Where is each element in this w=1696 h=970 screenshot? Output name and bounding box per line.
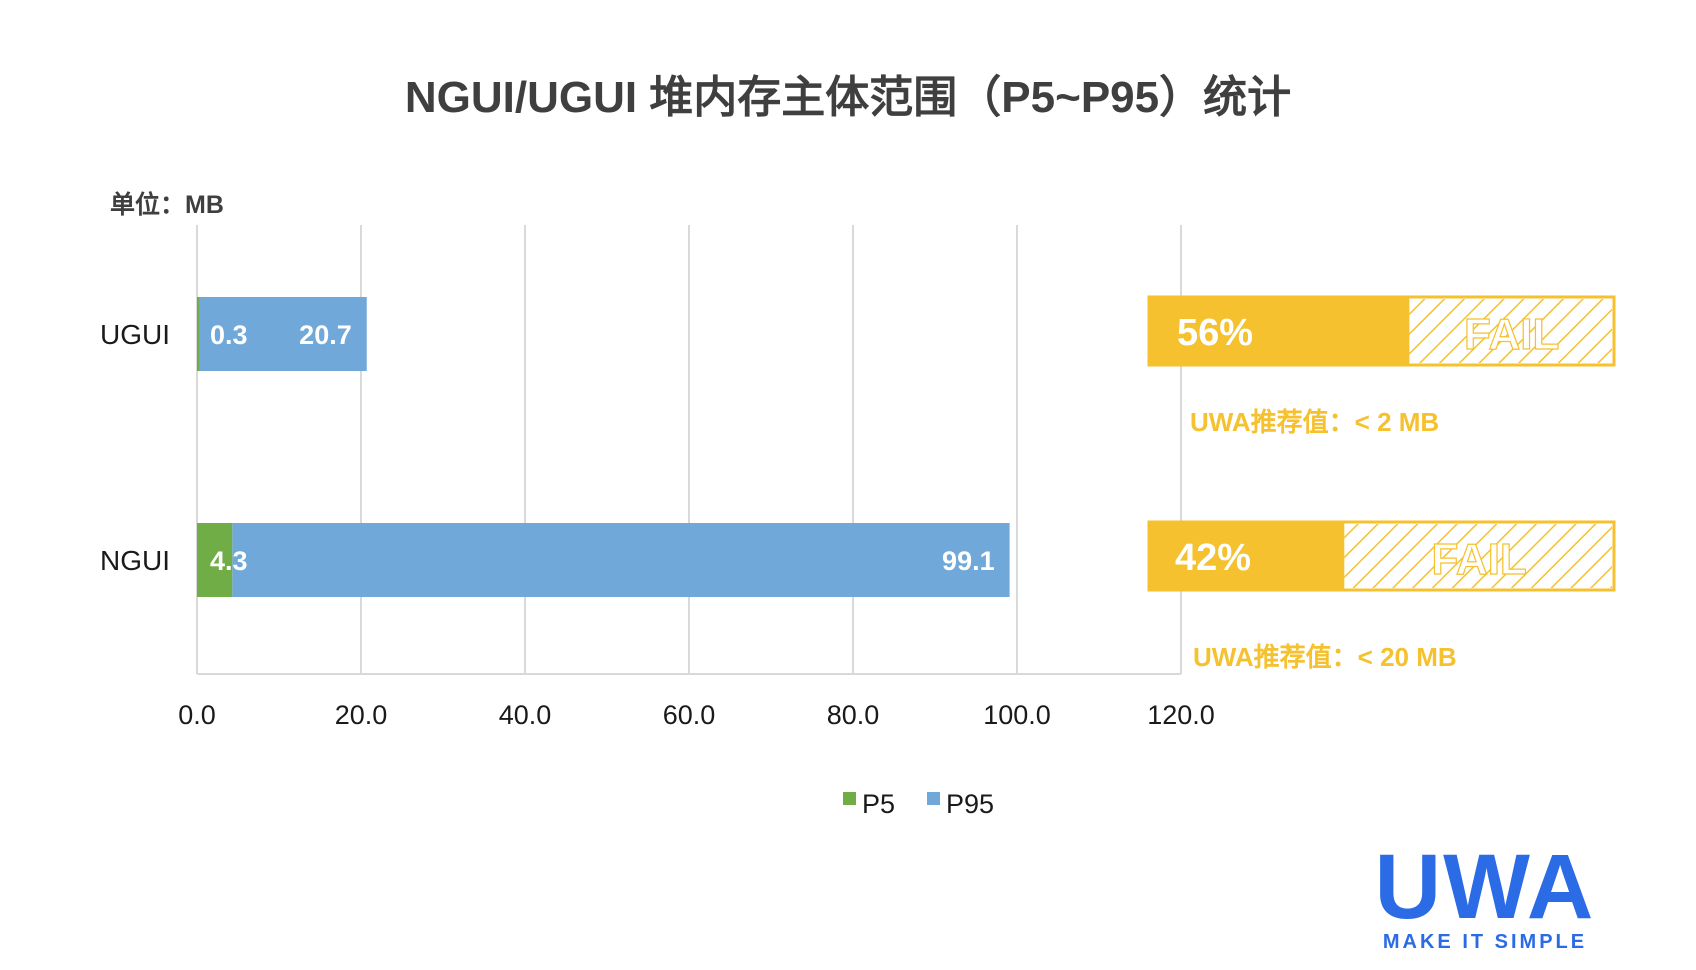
annotation-ugui-status: FAIL	[1464, 310, 1559, 359]
annotation-ngui-status: FAIL	[1431, 535, 1526, 584]
x-tick-label-0: 0.0	[178, 700, 216, 730]
data-label-p5-ngui: 4.3	[210, 546, 248, 576]
annotation-ngui-hatch	[1344, 524, 1612, 588]
annotation-ugui-rate-bar	[1149, 297, 1410, 365]
x-axis: 0.0 20.0 40.0 60.0 80.0 100.0 120.0	[178, 673, 1215, 730]
annotation-ngui-rate: 42%	[1175, 537, 1251, 579]
x-tick-label-4: 80.0	[827, 700, 880, 730]
annotation-ugui-recommendation: UWA推荐值：< 2 MB	[1190, 407, 1439, 437]
bar-p5-ngui	[197, 523, 233, 597]
logo-tagline: MAKE IT SIMPLE	[1383, 931, 1587, 953]
annotation-ngui-rate-bar	[1149, 522, 1345, 590]
x-tick-label-2: 40.0	[499, 700, 552, 730]
uwa-logo: UWA MAKE IT SIMPLE	[1375, 836, 1596, 953]
annotation-ugui: 56% FAIL UWA推荐值：< 2 MB	[1147, 295, 1616, 437]
annotation-ngui-recommendation: UWA推荐值：< 20 MB	[1193, 642, 1457, 672]
x-tick-label-5: 100.0	[983, 700, 1051, 730]
annotation-ugui-rate: 56%	[1177, 312, 1253, 354]
legend-swatch-p95	[927, 792, 940, 805]
legend: P5 P95	[843, 789, 994, 819]
data-label-p95-ngui: 99.1	[942, 546, 995, 576]
legend-swatch-p5	[843, 792, 856, 805]
data-labels: 0.3 20.7 4.3 99.1	[210, 320, 995, 576]
bar-p95-ugui	[199, 297, 367, 371]
category-labels: UGUI NGUI	[100, 319, 170, 576]
bars	[197, 297, 1010, 597]
legend-label-p5: P5	[862, 789, 895, 819]
annotation-ugui-hatch	[1409, 299, 1612, 363]
annotation-ngui: 42% FAIL UWA推荐值：< 20 MB	[1147, 520, 1616, 672]
category-label-ugui: UGUI	[100, 319, 170, 350]
bar-p5-ugui	[197, 297, 200, 371]
x-tick-label-1: 20.0	[335, 700, 388, 730]
logo-wordmark: UWA	[1375, 836, 1596, 938]
chart-title: NGUI/UGUI 堆内存主体范围（P5~P95）统计	[405, 73, 1291, 122]
data-label-p95-ugui: 20.7	[299, 320, 352, 350]
gridlines	[196, 225, 1182, 674]
bar-p95-ngui	[232, 523, 1010, 597]
data-label-p5-ugui: 0.3	[210, 320, 248, 350]
legend-label-p95: P95	[946, 789, 994, 819]
x-tick-label-3: 60.0	[663, 700, 716, 730]
unit-label: 单位：MB	[110, 190, 224, 219]
category-label-ngui: NGUI	[100, 545, 170, 576]
x-tick-label-6: 120.0	[1147, 700, 1215, 730]
